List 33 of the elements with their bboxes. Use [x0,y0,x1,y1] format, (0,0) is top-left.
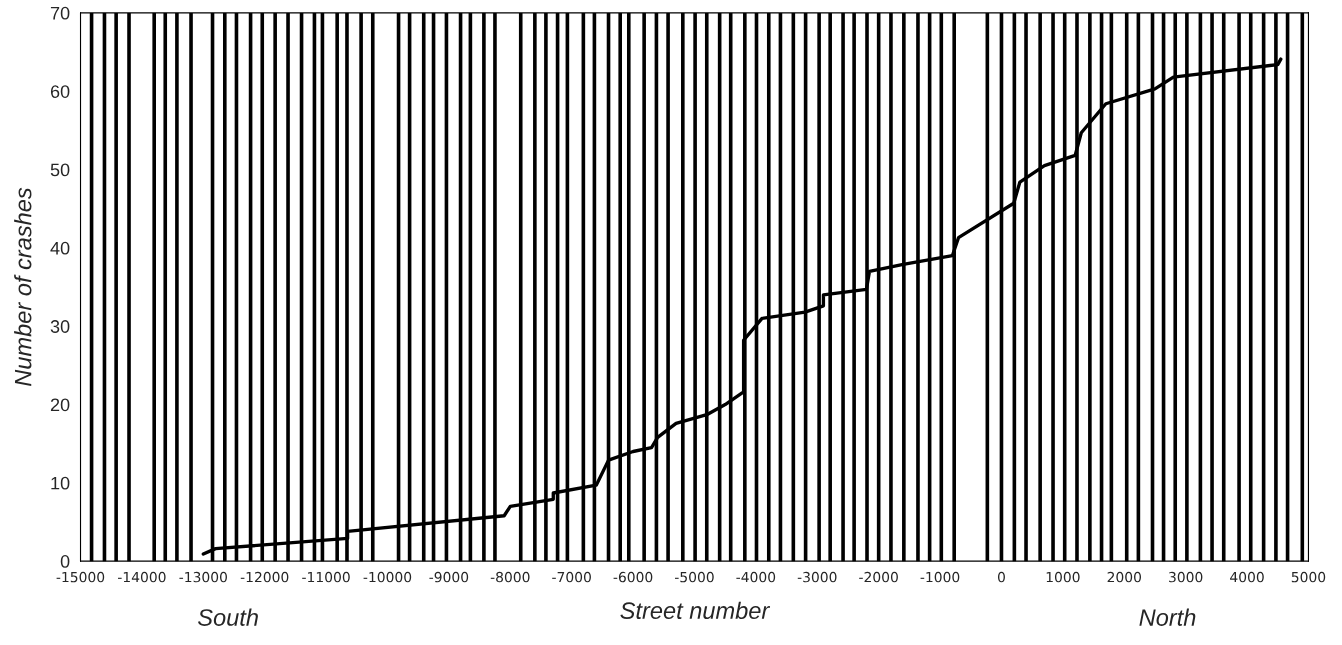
text: North [1139,608,1196,626]
y-tick-label: 70 [50,6,70,20]
y-tick-label: 50 [50,163,70,177]
x-tick-label: 3000 [1169,571,1203,583]
y-tick-label: 30 [50,320,70,333]
x-tick-label: -3000 [797,571,837,583]
y-tick-label: 20 [50,398,70,412]
x-tick-label: -13000 [179,571,227,583]
x-tick-label: -10000 [363,571,412,583]
x-tick-label: -1000 [920,571,960,583]
y-tick-label: 60 [50,85,70,98]
x-tick-label: 0 [997,571,1005,583]
y-tick-label: 10 [51,476,70,490]
x-tick-label: -2000 [859,571,898,583]
x-tick-label: -5000 [674,571,714,583]
x-axis-title: Street number [620,601,771,620]
x-tick-label: -14000 [118,571,166,583]
x-tick-label: -7000 [552,571,591,583]
x-tick-label: -11000 [302,571,350,583]
x-tick-label: 1000 [1046,571,1080,583]
x-tick-label: -15000 [56,571,105,583]
x-tick-label: -9000 [429,571,469,583]
x-tick-label: -4000 [736,571,776,583]
y-tick-label: 40 [50,241,70,255]
x-tick-label: -12000 [240,571,289,583]
text: South [197,608,258,626]
x-tick-label: 5000 [1291,571,1326,583]
x-tick-label: 4000 [1230,571,1264,583]
x-tick-label: -8000 [490,571,530,583]
y-axis-title: Number of crashes [14,187,32,387]
x-tick-label: 2000 [1107,571,1142,583]
y-tick-label: 0 [60,555,70,568]
x-tick-label: -6000 [613,571,653,583]
